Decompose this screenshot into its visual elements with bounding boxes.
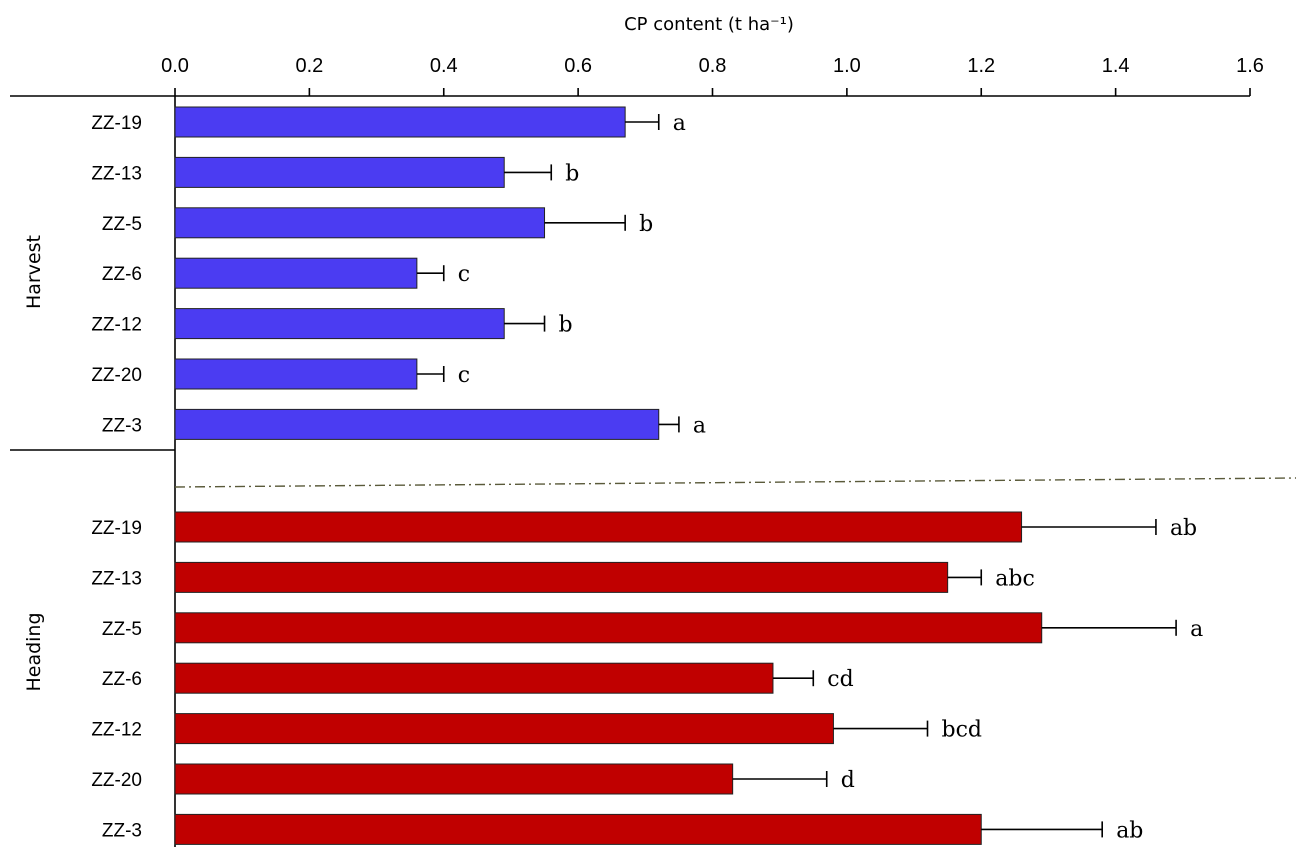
category-label: ZZ-19 xyxy=(91,113,142,134)
x-tick-label: 0.0 xyxy=(161,55,189,77)
bar xyxy=(174,257,418,289)
significance-label: cd xyxy=(827,667,853,692)
bar xyxy=(174,358,418,390)
significance-label: a xyxy=(673,111,686,136)
bar xyxy=(174,207,546,239)
bar-group-harvest: Harvest ZZ-19 a ZZ-13 b ZZ-5 b ZZ-6 c ZZ-12 b ZZ-20… xyxy=(23,106,706,440)
bar-group-heading: Heading ZZ-19 ab ZZ-13 abc ZZ-5 a ZZ-6 cd ZZ-12 bc… xyxy=(23,511,1203,845)
x-tick-label: 1.6 xyxy=(1236,55,1264,77)
category-label: ZZ-3 xyxy=(102,415,142,436)
bar-groups: Harvest ZZ-19 a ZZ-13 b ZZ-5 b ZZ-6 c ZZ-12 b ZZ-20… xyxy=(23,106,1203,845)
bar xyxy=(174,308,505,340)
bar xyxy=(174,156,505,188)
x-tick-label: 1.0 xyxy=(833,55,861,77)
x-tick-label: 0.4 xyxy=(430,55,458,77)
significance-label: a xyxy=(1190,617,1203,642)
group-separator-dashdot-line xyxy=(174,477,1296,488)
x-tick-label: 1.2 xyxy=(967,55,995,77)
significance-label: b xyxy=(565,161,579,186)
bar xyxy=(174,813,982,845)
x-tick-label: 0.2 xyxy=(295,55,323,77)
category-label: ZZ-20 xyxy=(91,365,142,386)
x-axis-title: CP content (t ha⁻¹) xyxy=(624,14,794,35)
significance-label: a xyxy=(693,413,706,438)
category-label: ZZ-6 xyxy=(102,669,142,690)
bar xyxy=(174,612,1043,644)
significance-label: b xyxy=(559,313,573,338)
significance-label: bcd xyxy=(942,718,983,743)
bar xyxy=(174,408,660,440)
x-tick-label: 0.8 xyxy=(699,55,727,77)
bar xyxy=(174,511,1023,543)
category-label: ZZ-3 xyxy=(102,820,142,841)
bar xyxy=(174,713,834,745)
significance-label: abc xyxy=(995,566,1035,591)
significance-label: ab xyxy=(1170,516,1197,541)
category-label: ZZ-12 xyxy=(91,720,142,741)
category-label: ZZ-13 xyxy=(91,568,142,589)
bar xyxy=(174,561,949,593)
category-label: ZZ-5 xyxy=(102,619,142,640)
bar xyxy=(174,763,734,795)
bar xyxy=(174,662,774,694)
bar xyxy=(174,106,626,138)
category-label: ZZ-12 xyxy=(91,315,142,336)
x-tick-label: 0.6 xyxy=(564,55,592,77)
significance-label: b xyxy=(639,212,653,237)
x-axis-ticks: 0.0 0.2 0.4 0.6 0.8 1.0 1.2 1.4 1.6 xyxy=(161,55,1264,96)
significance-label: d xyxy=(841,768,855,793)
significance-label: ab xyxy=(1116,818,1143,843)
group-label: Harvest xyxy=(23,235,45,309)
category-label: ZZ-5 xyxy=(102,214,142,235)
category-label: ZZ-19 xyxy=(91,518,142,539)
significance-label: c xyxy=(458,262,470,287)
group-label: Heading xyxy=(23,612,45,691)
category-label: ZZ-20 xyxy=(91,770,142,791)
category-label: ZZ-6 xyxy=(102,264,142,285)
x-tick-label: 1.4 xyxy=(1102,55,1130,77)
category-label: ZZ-13 xyxy=(91,163,142,184)
significance-label: c xyxy=(458,363,470,388)
